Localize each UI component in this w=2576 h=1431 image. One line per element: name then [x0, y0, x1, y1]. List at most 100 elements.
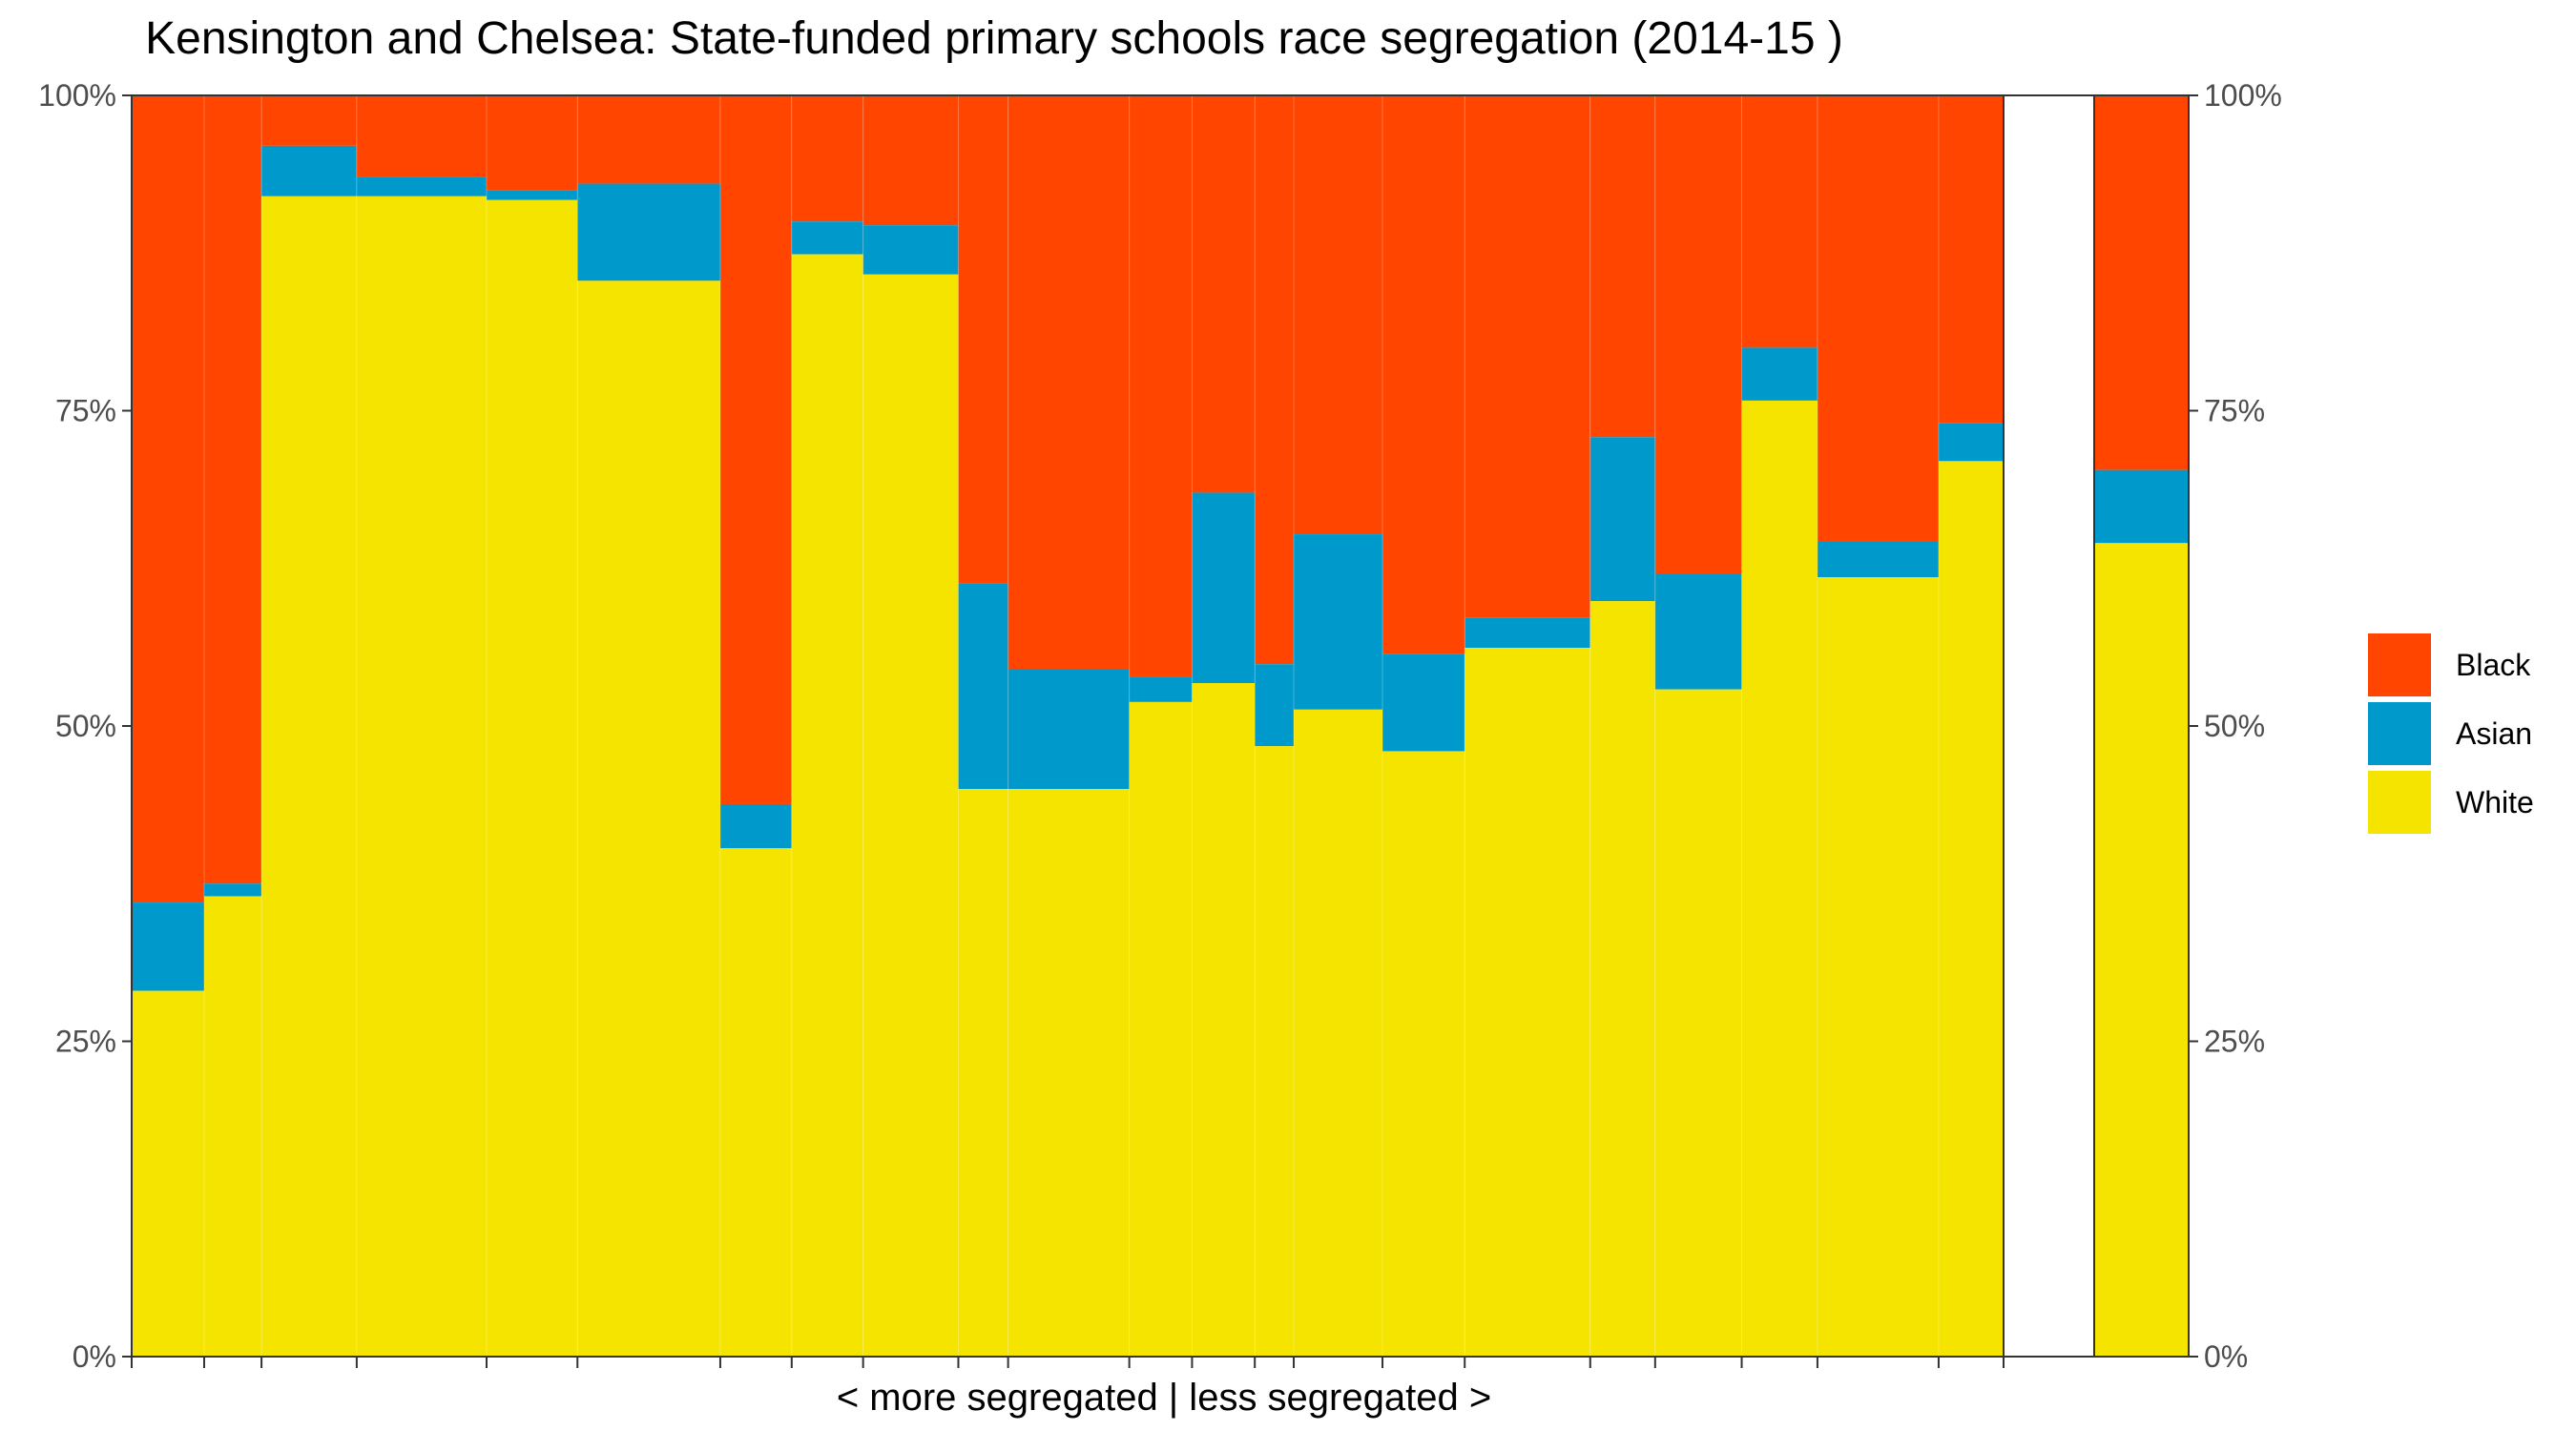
- school-bar-14: [1255, 95, 1295, 1357]
- y-tick-label-left: 50%: [55, 709, 116, 743]
- white-segment: [203, 896, 262, 1357]
- black-segment: [791, 95, 863, 222]
- legend-item-black: Black: [2368, 633, 2531, 696]
- white-segment: [1654, 689, 1742, 1357]
- black-segment: [577, 95, 720, 184]
- black-segment: [1129, 95, 1193, 677]
- black-segment: [1817, 95, 1939, 542]
- school-bar-16: [1382, 95, 1465, 1357]
- gap-panel-border: [2003, 94, 2095, 1358]
- white-segment: [261, 196, 357, 1357]
- summary-black-segment: [2094, 95, 2189, 470]
- asian-segment: [958, 583, 1008, 790]
- school-bar-10: [958, 95, 1008, 1357]
- white-segment: [1382, 751, 1465, 1357]
- asian-segment: [203, 883, 262, 897]
- school-bar-11: [1008, 95, 1130, 1357]
- black-segment: [261, 95, 357, 146]
- white-segment: [1008, 789, 1130, 1357]
- asian-segment: [1129, 676, 1193, 702]
- asian-segment: [1255, 664, 1295, 747]
- legend-label: White: [2456, 785, 2534, 819]
- white-segment: [1129, 701, 1193, 1357]
- legend: Black Asian White: [2368, 633, 2534, 834]
- y-tick-label-right: 25%: [2204, 1025, 2265, 1059]
- school-bar-8: [791, 95, 863, 1357]
- y-tick-label-left: 25%: [55, 1025, 116, 1059]
- black-segment: [1654, 95, 1742, 574]
- white-segment: [486, 199, 578, 1358]
- white-segment: [132, 990, 204, 1357]
- chart-title: Kensington and Chelsea: State-funded pri…: [145, 13, 1843, 64]
- white-segment: [1589, 601, 1655, 1357]
- school-bar-15: [1294, 95, 1383, 1357]
- black-segment: [1741, 95, 1818, 348]
- asian-segment: [1008, 669, 1130, 790]
- y-tick-label-right: 50%: [2204, 709, 2265, 743]
- black-segment: [958, 95, 1008, 584]
- asian-segment: [1294, 534, 1383, 710]
- black-segment: [1465, 95, 1590, 618]
- asian-segment: [1817, 541, 1939, 578]
- black-segment: [719, 95, 792, 804]
- y-tick-label-right: 100%: [2204, 78, 2282, 113]
- asian-segment: [1589, 437, 1655, 602]
- asian-segment: [486, 190, 578, 200]
- white-segment: [1938, 461, 2004, 1357]
- white-segment: [719, 848, 792, 1357]
- axes: 0% 0% 25% 25% 50% 50% 75% 75% 100% 100%: [38, 78, 2282, 1374]
- black-segment: [1294, 95, 1383, 535]
- white-segment: [1255, 746, 1295, 1357]
- asian-segment: [1382, 653, 1465, 752]
- asian-segment: [356, 176, 487, 197]
- asian-segment: [1654, 573, 1742, 690]
- black-segment: [1938, 95, 2004, 424]
- school-bar-5: [486, 95, 578, 1358]
- y-tick-label-right: 0%: [2204, 1339, 2248, 1374]
- summary-white-segment: [2094, 543, 2189, 1357]
- y-tick-label-right: 75%: [2204, 394, 2265, 428]
- y-tick-label-left: 100%: [38, 78, 116, 113]
- school-bar-17: [1465, 95, 1590, 1357]
- white-segment: [577, 280, 720, 1358]
- legend-key: [2368, 771, 2431, 834]
- asian-segment: [862, 225, 959, 275]
- white-segment: [1192, 683, 1256, 1357]
- school-bar-9: [862, 95, 959, 1357]
- legend-item-white: White: [2368, 771, 2534, 834]
- asian-segment: [719, 803, 792, 849]
- school-bar-6: [577, 95, 720, 1358]
- asian-segment: [1192, 492, 1256, 684]
- black-segment: [1255, 95, 1295, 665]
- black-segment: [203, 95, 262, 884]
- asian-segment: [261, 145, 357, 197]
- black-segment: [486, 95, 578, 191]
- white-segment: [1294, 709, 1383, 1357]
- school-bar-1: [132, 95, 204, 1357]
- school-bar-2: [203, 95, 262, 1357]
- school-bar-13: [1192, 95, 1256, 1357]
- school-bar-20: [1741, 95, 1818, 1357]
- school-bar-21: [1817, 95, 1939, 1357]
- black-segment: [1382, 95, 1465, 654]
- school-bar-18: [1589, 95, 1655, 1357]
- white-segment: [791, 254, 863, 1357]
- black-segment: [1589, 95, 1655, 438]
- white-segment: [1465, 648, 1590, 1357]
- asian-segment: [1741, 347, 1818, 401]
- legend-label: Asian: [2456, 716, 2532, 751]
- white-segment: [1741, 400, 1818, 1357]
- white-segment: [356, 196, 487, 1357]
- school-bar-22: [1938, 95, 2004, 1357]
- asian-segment: [577, 183, 720, 281]
- black-segment: [356, 95, 487, 177]
- school-bar-4: [356, 95, 487, 1357]
- legend-key: [2368, 702, 2431, 765]
- white-segment: [1817, 577, 1939, 1357]
- legend-item-asian: Asian: [2368, 702, 2532, 765]
- white-segment: [958, 789, 1008, 1357]
- school-bar-19: [1654, 95, 1742, 1357]
- x-axis-label: < more segregated | less segregated >: [837, 1377, 1491, 1419]
- y-tick-label-left: 0%: [73, 1339, 116, 1374]
